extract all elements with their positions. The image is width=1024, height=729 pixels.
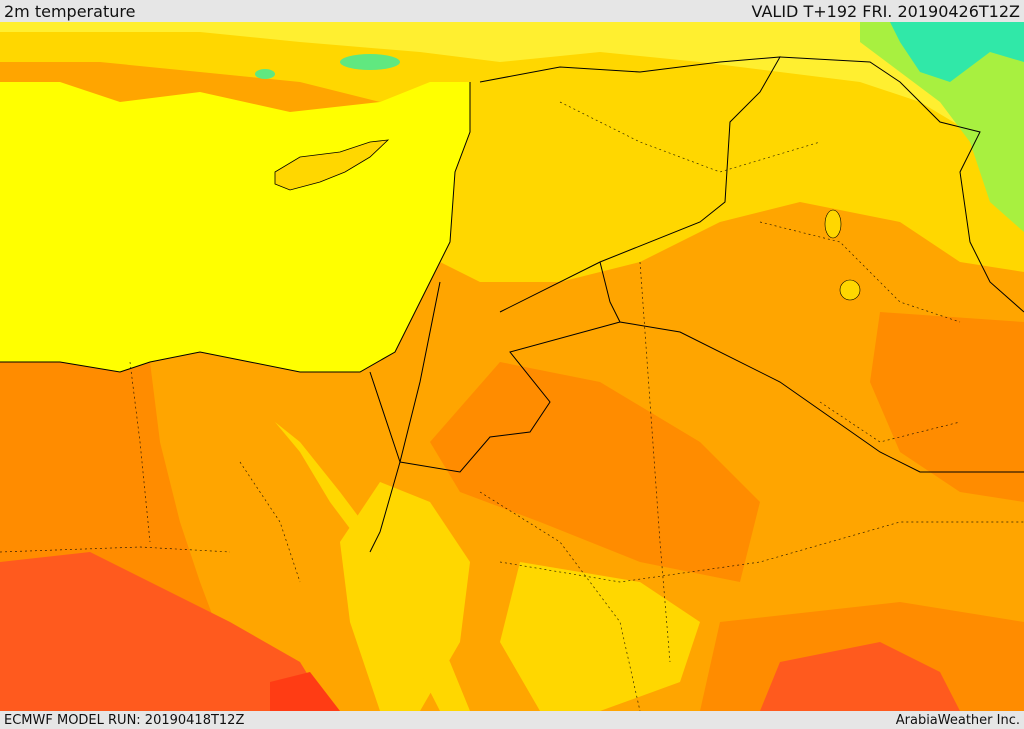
- cyprus: [274, 139, 390, 191]
- coastline-levant: [0, 82, 471, 373]
- cool-spot-iran: [860, 22, 1024, 232]
- lake-razazah: [839, 279, 861, 301]
- mild-region-north: [0, 22, 1024, 282]
- cool-north-band: [0, 22, 1024, 152]
- valid-time: VALID T+192 FRI. 20190426T12Z: [751, 1, 1020, 21]
- cool-spot-small: [255, 69, 275, 79]
- red-sea: [275, 422, 470, 711]
- extreme-spot: [270, 672, 340, 711]
- hot-region-kuwait: [870, 312, 1024, 502]
- hottest-region-south: [760, 642, 960, 711]
- map-svg: [0, 22, 1024, 711]
- mediterranean-sea: [0, 82, 470, 372]
- country-borders: [369, 56, 1024, 553]
- footer-bar: ECMWF MODEL RUN: 20190418T12Z ArabiaWeat…: [0, 711, 1024, 729]
- province-borders: [0, 101, 1024, 711]
- lake-tharthar: [824, 209, 842, 239]
- hottest-region-nile: [0, 552, 330, 711]
- cold-spot-mountains: [890, 22, 1024, 82]
- model-run: ECMWF MODEL RUN: 20190418T12Z: [4, 712, 245, 728]
- cool-spot-anatolia: [340, 54, 400, 70]
- header-bar: 2m temperature VALID T+192 FRI. 20190426…: [0, 0, 1024, 22]
- map-title: 2m temperature: [4, 1, 136, 21]
- hot-region-arabia: [430, 362, 760, 582]
- temperature-map[interactable]: [0, 22, 1024, 711]
- credit: ArabiaWeather Inc.: [895, 712, 1020, 728]
- mild-region-hejaz: [500, 562, 700, 711]
